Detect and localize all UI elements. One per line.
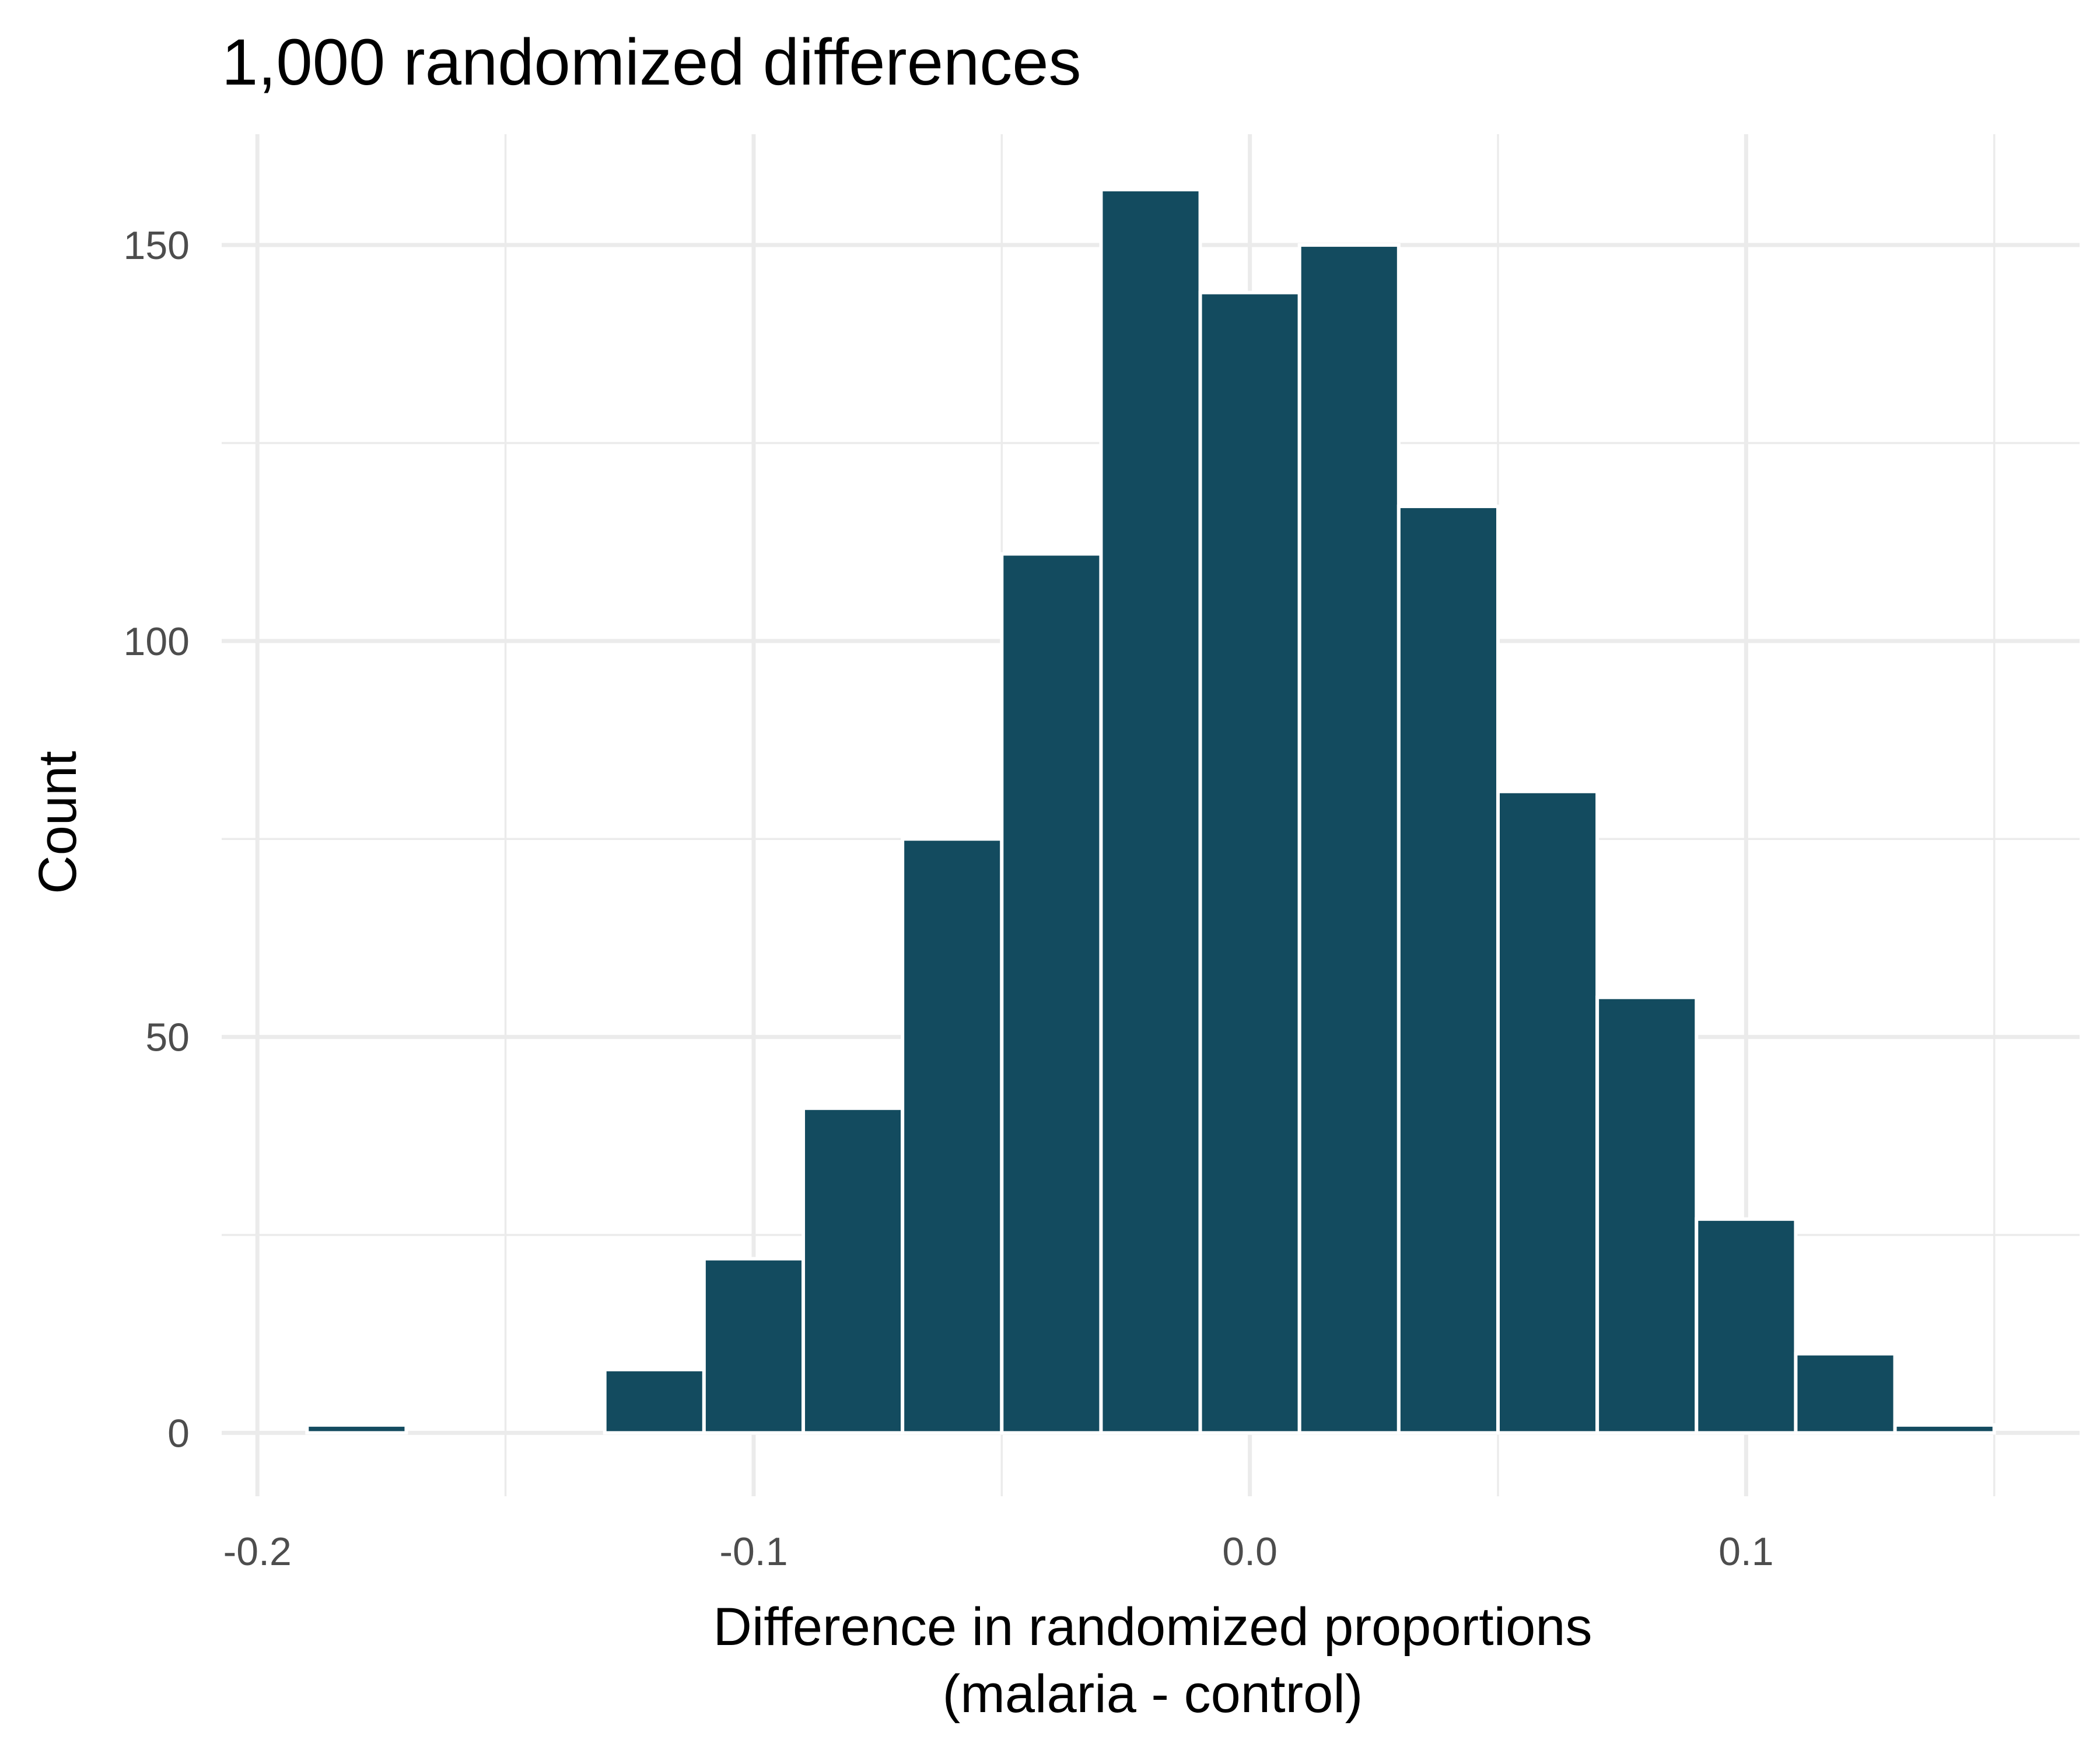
histogram-bar-9 bbox=[1198, 290, 1301, 1435]
x-tick-label: 0.1 bbox=[1718, 1530, 1774, 1574]
histogram-bar-13 bbox=[1595, 995, 1699, 1435]
histogram-bar-15 bbox=[1794, 1352, 1897, 1435]
x-axis-tick-labels: -0.2 -0.1 0.0 0.1 bbox=[223, 1530, 1774, 1574]
histogram-bar-10 bbox=[1297, 243, 1401, 1435]
y-tick-label: 100 bbox=[124, 620, 190, 664]
histogram-bar-0 bbox=[305, 1423, 408, 1435]
histogram-bar-3 bbox=[603, 1367, 706, 1435]
y-tick-label: 0 bbox=[167, 1411, 190, 1455]
histogram-bar-6 bbox=[901, 837, 1004, 1435]
histogram-bar-4 bbox=[702, 1256, 806, 1435]
y-axis-title: Count bbox=[28, 751, 88, 894]
x-tick-label: -0.2 bbox=[223, 1530, 292, 1574]
histogram-bars bbox=[305, 188, 1996, 1435]
x-tick-label: 0.0 bbox=[1222, 1530, 1278, 1574]
chart-title: 1,000 randomized differences bbox=[222, 26, 1082, 99]
x-tick-label: -0.1 bbox=[719, 1530, 788, 1574]
histogram-bar-5 bbox=[802, 1106, 905, 1435]
y-tick-label: 150 bbox=[124, 223, 190, 268]
y-tick-label: 50 bbox=[145, 1016, 190, 1060]
histogram-bar-14 bbox=[1695, 1217, 1798, 1435]
x-axis-title-line-1: Difference in randomized proportions bbox=[713, 1597, 1592, 1657]
x-axis-title-line-2: (malaria - control) bbox=[943, 1664, 1363, 1724]
histogram-bar-11 bbox=[1396, 505, 1500, 1435]
histogram-bar-7 bbox=[1000, 552, 1103, 1435]
histogram-bar-12 bbox=[1496, 789, 1600, 1435]
histogram-bar-8 bbox=[1099, 188, 1202, 1435]
y-axis-tick-labels: 0 50 100 150 bbox=[124, 223, 190, 1455]
histogram-bar-16 bbox=[1893, 1423, 1996, 1435]
